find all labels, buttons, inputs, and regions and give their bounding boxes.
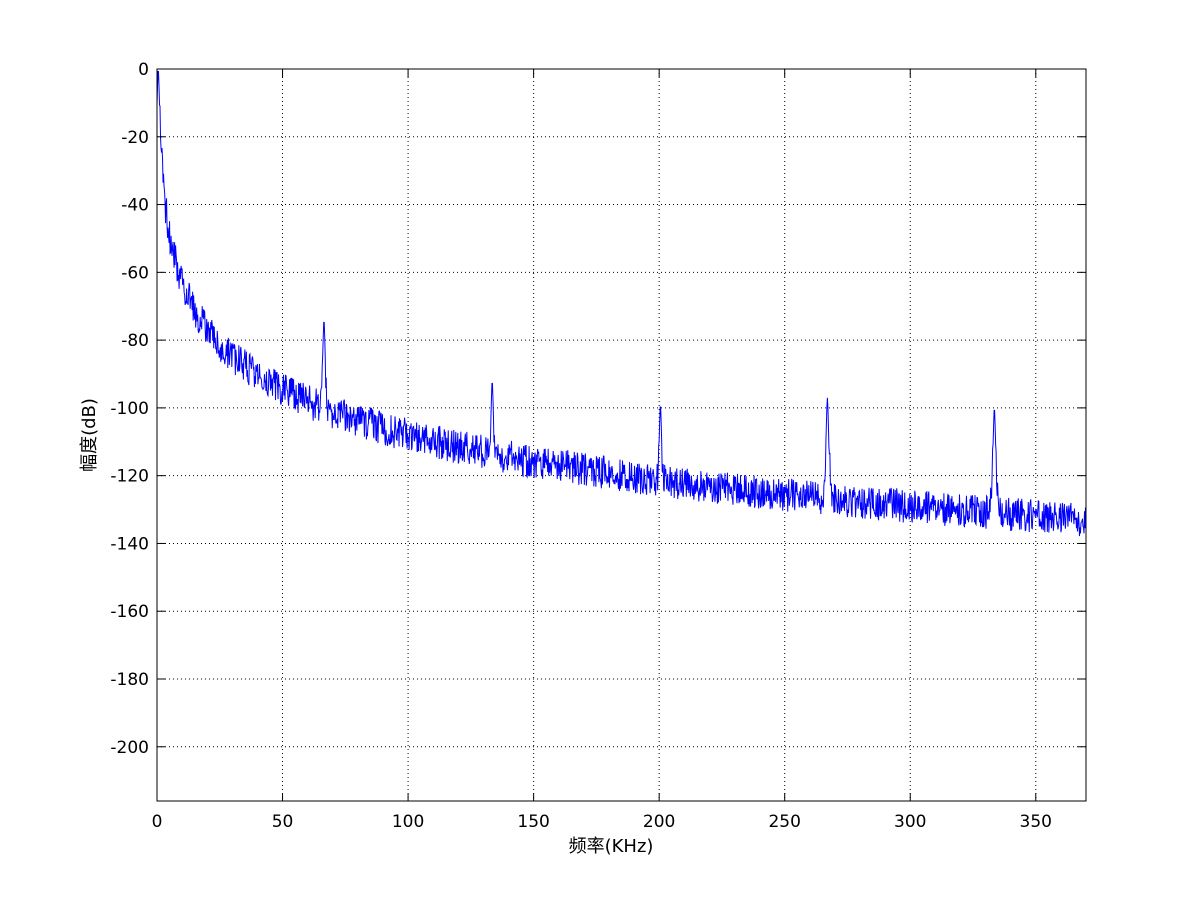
x-tick-label: 0	[152, 812, 163, 832]
y-tick-label: 0	[138, 60, 149, 80]
plot-frame	[156, 68, 1087, 802]
x-axis-label: 频率(KHz)	[569, 836, 654, 857]
x-tick-label: 200	[643, 812, 675, 832]
x-tick-labels: 0 50 100 150 200 250 300 350	[152, 812, 1052, 832]
y-tick-label: -60	[121, 263, 149, 283]
y-tick-label: -180	[110, 670, 149, 690]
axis-ticks	[156, 68, 1086, 801]
y-tick-label: -20	[121, 128, 149, 148]
x-tick-label: 250	[768, 812, 800, 832]
x-tick-label: 350	[1020, 812, 1052, 832]
y-axis-label: 幅度(dB)	[79, 398, 100, 472]
y-tick-label: -80	[121, 331, 149, 351]
spectrum-line	[157, 71, 1086, 537]
x-tick-label: 150	[517, 812, 549, 832]
x-tick-label: 300	[894, 812, 926, 832]
y-tick-label: -100	[110, 399, 149, 419]
y-tick-labels: 0 -20 -40 -60 -80 -100 -120 -140 -160 -180 -200	[110, 60, 149, 758]
x-tick-label: 50	[272, 812, 294, 832]
x-tick-label: 100	[392, 812, 424, 832]
y-tick-label: -160	[110, 602, 149, 622]
y-tick-label: -140	[110, 534, 149, 554]
y-tick-label: -200	[110, 738, 149, 758]
y-tick-label: -40	[121, 196, 149, 216]
y-tick-label: -120	[110, 467, 149, 487]
